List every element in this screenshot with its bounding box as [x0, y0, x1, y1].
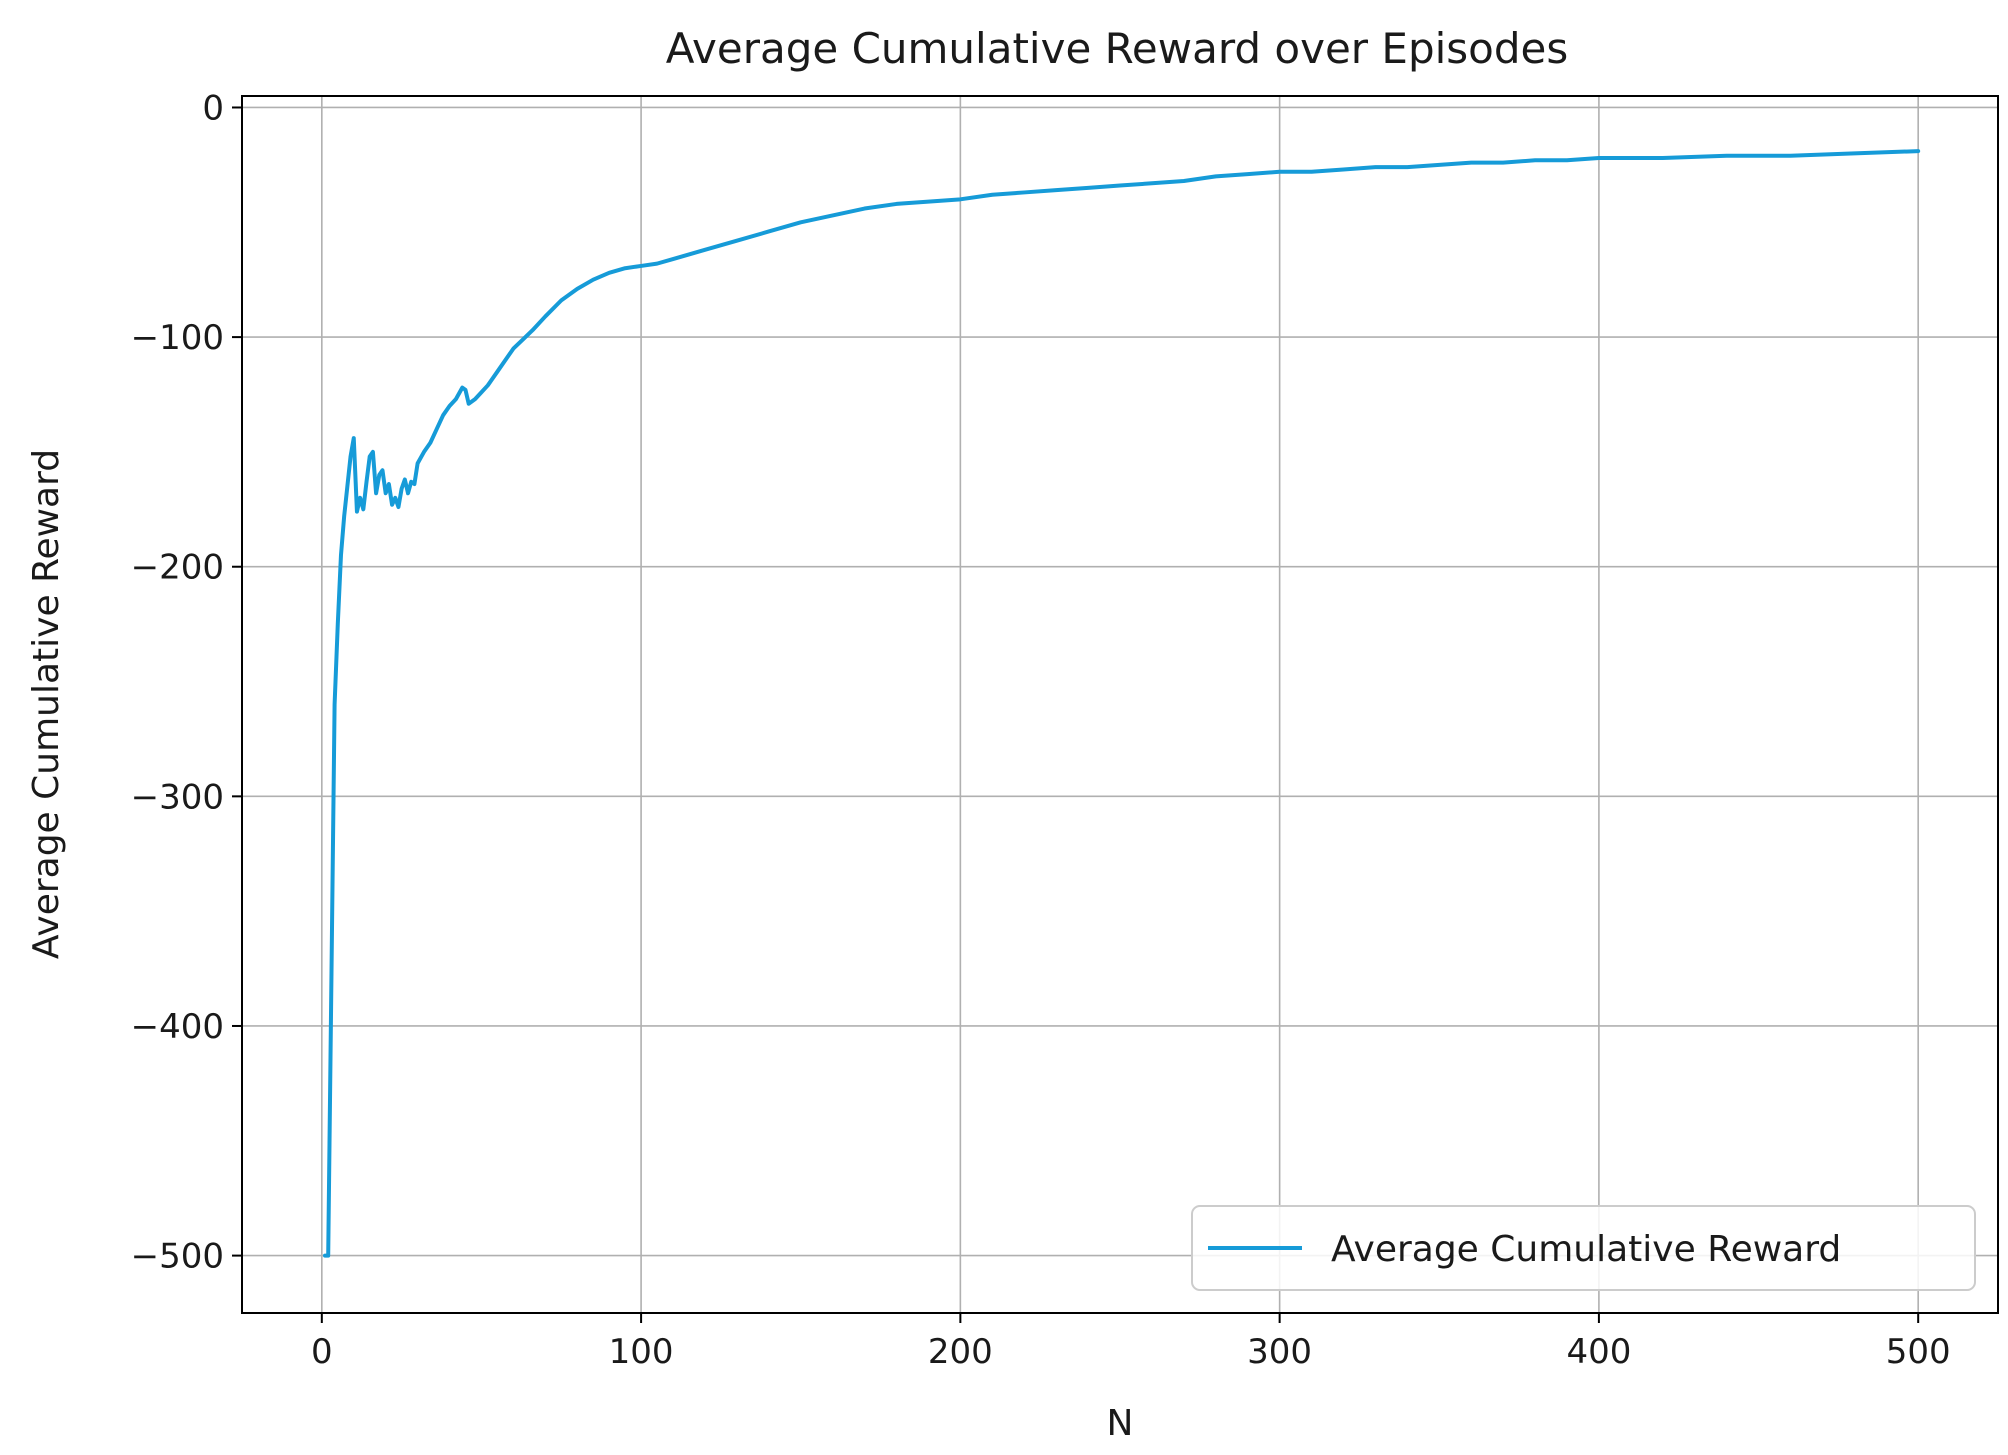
- x-tick-label: 300: [1247, 1332, 1312, 1372]
- chart-title: Average Cumulative Reward over Episodes: [666, 24, 1569, 73]
- y-tick-label: −300: [131, 777, 224, 817]
- x-tick-label: 200: [928, 1332, 993, 1372]
- series-line: [323, 149, 1921, 1258]
- y-tick-label: −500: [131, 1237, 224, 1277]
- y-tick-label: −200: [131, 548, 224, 588]
- x-tick-label: 0: [311, 1332, 333, 1372]
- y-tick-label: −400: [131, 1007, 224, 1047]
- plot-frame: [241, 95, 1999, 1314]
- x-tick-label: 400: [1566, 1332, 1631, 1372]
- legend-label: Average Cumulative Reward: [1331, 1229, 1841, 1270]
- y-axis-label: Average Cumulative Reward: [26, 449, 67, 959]
- legend-box: [1191, 1205, 1976, 1291]
- x-tick-label: 100: [609, 1332, 674, 1372]
- x-axis-label: N: [1107, 1403, 1134, 1444]
- y-tick-label: −100: [131, 318, 224, 358]
- grid-lines: [242, 96, 1998, 1313]
- plot-series: [323, 149, 1921, 1258]
- legend: Average Cumulative Reward: [1191, 1205, 1976, 1291]
- x-tick-label: 500: [1886, 1332, 1951, 1372]
- y-tick-label: 0: [202, 88, 224, 128]
- axis-ticks: 0 100 200 300 400 500 0 −100 −200 −300 −400 −500: [131, 88, 1951, 1372]
